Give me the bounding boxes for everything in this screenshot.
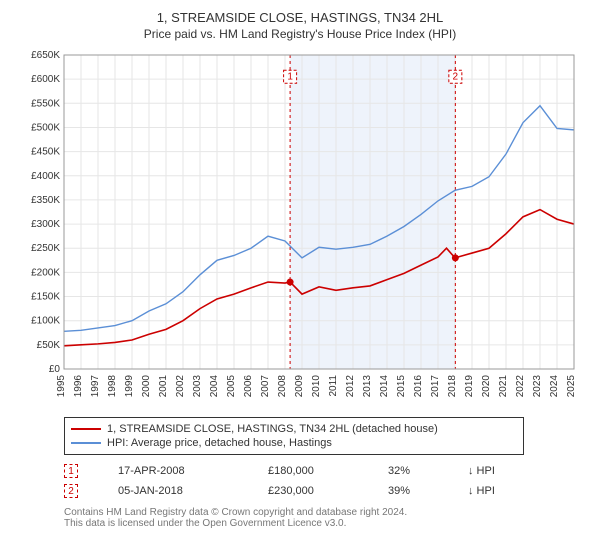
x-tick-label: 2023 xyxy=(532,375,543,398)
x-tick-label: 2002 xyxy=(175,375,186,398)
sale-row: 1 17-APR-2008 £180,000 32% ↓ HPI xyxy=(64,461,586,481)
x-tick-label: 2007 xyxy=(260,375,271,398)
x-tick-label: 1997 xyxy=(90,375,101,398)
footer-line1: Contains HM Land Registry data © Crown c… xyxy=(64,507,586,518)
page-subtitle: Price paid vs. HM Land Registry's House … xyxy=(14,27,586,41)
x-tick-label: 2010 xyxy=(311,375,322,398)
x-tick-label: 2012 xyxy=(345,375,356,398)
sale-row-marker: 1 xyxy=(64,464,78,478)
sale-marker-number: 2 xyxy=(453,72,459,83)
legend-label: 1, STREAMSIDE CLOSE, HASTINGS, TN34 2HL … xyxy=(107,423,438,435)
sale-marker-number: 1 xyxy=(287,72,293,83)
sale-rel: ↓ HPI xyxy=(468,465,495,477)
sale-row-marker: 2 xyxy=(64,484,78,498)
legend-swatch xyxy=(71,442,101,444)
x-tick-label: 1996 xyxy=(73,375,84,398)
chart-container: £0 £50K £100K £150K £200K £250K £300K £350K £400… xyxy=(14,49,584,409)
legend-label: HPI: Average price, detached house, Hast… xyxy=(107,437,332,449)
legend-item: 1, STREAMSIDE CLOSE, HASTINGS, TN34 2HL … xyxy=(71,422,517,436)
x-tick-label: 2011 xyxy=(328,375,339,397)
x-tick-label: 2015 xyxy=(396,375,407,398)
x-tick-label: 2008 xyxy=(277,375,288,398)
footer: Contains HM Land Registry data © Crown c… xyxy=(64,507,586,529)
x-tick-label: 2018 xyxy=(447,375,458,398)
x-tick-label: 1999 xyxy=(124,375,135,398)
x-tick-label: 1995 xyxy=(56,375,67,398)
y-tick-label: £550K xyxy=(31,98,60,109)
footer-line2: This data is licensed under the Open Gov… xyxy=(64,518,586,529)
x-tick-label: 2022 xyxy=(515,375,526,398)
sale-date: 17-APR-2008 xyxy=(118,465,228,477)
x-tick-label: 2006 xyxy=(243,375,254,398)
y-tick-label: £600K xyxy=(31,74,60,85)
x-tick-label: 2003 xyxy=(192,375,203,398)
x-tick-label: 2017 xyxy=(430,375,441,398)
x-tick-label: 2025 xyxy=(566,375,577,398)
x-tick-label: 2000 xyxy=(141,375,152,398)
legend-swatch xyxy=(71,428,101,430)
y-tick-label: £650K xyxy=(31,50,60,61)
sale-date: 05-JAN-2018 xyxy=(118,485,228,497)
y-tick-label: £0 xyxy=(49,364,61,375)
x-tick-label: 2009 xyxy=(294,375,305,398)
line-chart: £0 £50K £100K £150K £200K £250K £300K £350K £400… xyxy=(14,49,584,409)
sale-price: £180,000 xyxy=(268,465,348,477)
x-tick-label: 2021 xyxy=(498,375,509,398)
y-tick-label: £150K xyxy=(31,292,60,303)
y-tick-label: £250K xyxy=(31,243,60,254)
x-tick-label: 2005 xyxy=(226,375,237,398)
x-tick-label: 1998 xyxy=(107,375,118,398)
y-tick-label: £200K xyxy=(31,267,60,278)
sale-rel: ↓ HPI xyxy=(468,485,495,497)
y-tick-label: £400K xyxy=(31,171,60,182)
sale-price: £230,000 xyxy=(268,485,348,497)
y-tick-label: £450K xyxy=(31,147,60,158)
x-tick-label: 2004 xyxy=(209,375,220,398)
x-tick-label: 2024 xyxy=(549,375,560,398)
page-title: 1, STREAMSIDE CLOSE, HASTINGS, TN34 2HL xyxy=(14,10,586,25)
x-tick-label: 2001 xyxy=(158,375,169,398)
legend-box: 1, STREAMSIDE CLOSE, HASTINGS, TN34 2HL … xyxy=(64,417,524,455)
x-tick-label: 2014 xyxy=(379,375,390,398)
x-tick-label: 2019 xyxy=(464,375,475,398)
legend-item: HPI: Average price, detached house, Hast… xyxy=(71,436,517,450)
y-tick-label: £500K xyxy=(31,122,60,133)
y-tick-label: £50K xyxy=(37,340,61,351)
sale-row: 2 05-JAN-2018 £230,000 39% ↓ HPI xyxy=(64,481,586,501)
y-tick-label: £350K xyxy=(31,195,60,206)
x-tick-label: 2016 xyxy=(413,375,424,398)
shade-band xyxy=(290,55,455,369)
x-tick-label: 2020 xyxy=(481,375,492,398)
sale-pct: 39% xyxy=(388,485,428,497)
sales-table: 1 17-APR-2008 £180,000 32% ↓ HPI 2 05-JAN-2018… xyxy=(64,461,586,501)
y-tick-label: £300K xyxy=(31,219,60,230)
x-tick-label: 2013 xyxy=(362,375,373,398)
sale-pct: 32% xyxy=(388,465,428,477)
y-tick-label: £100K xyxy=(31,316,60,327)
